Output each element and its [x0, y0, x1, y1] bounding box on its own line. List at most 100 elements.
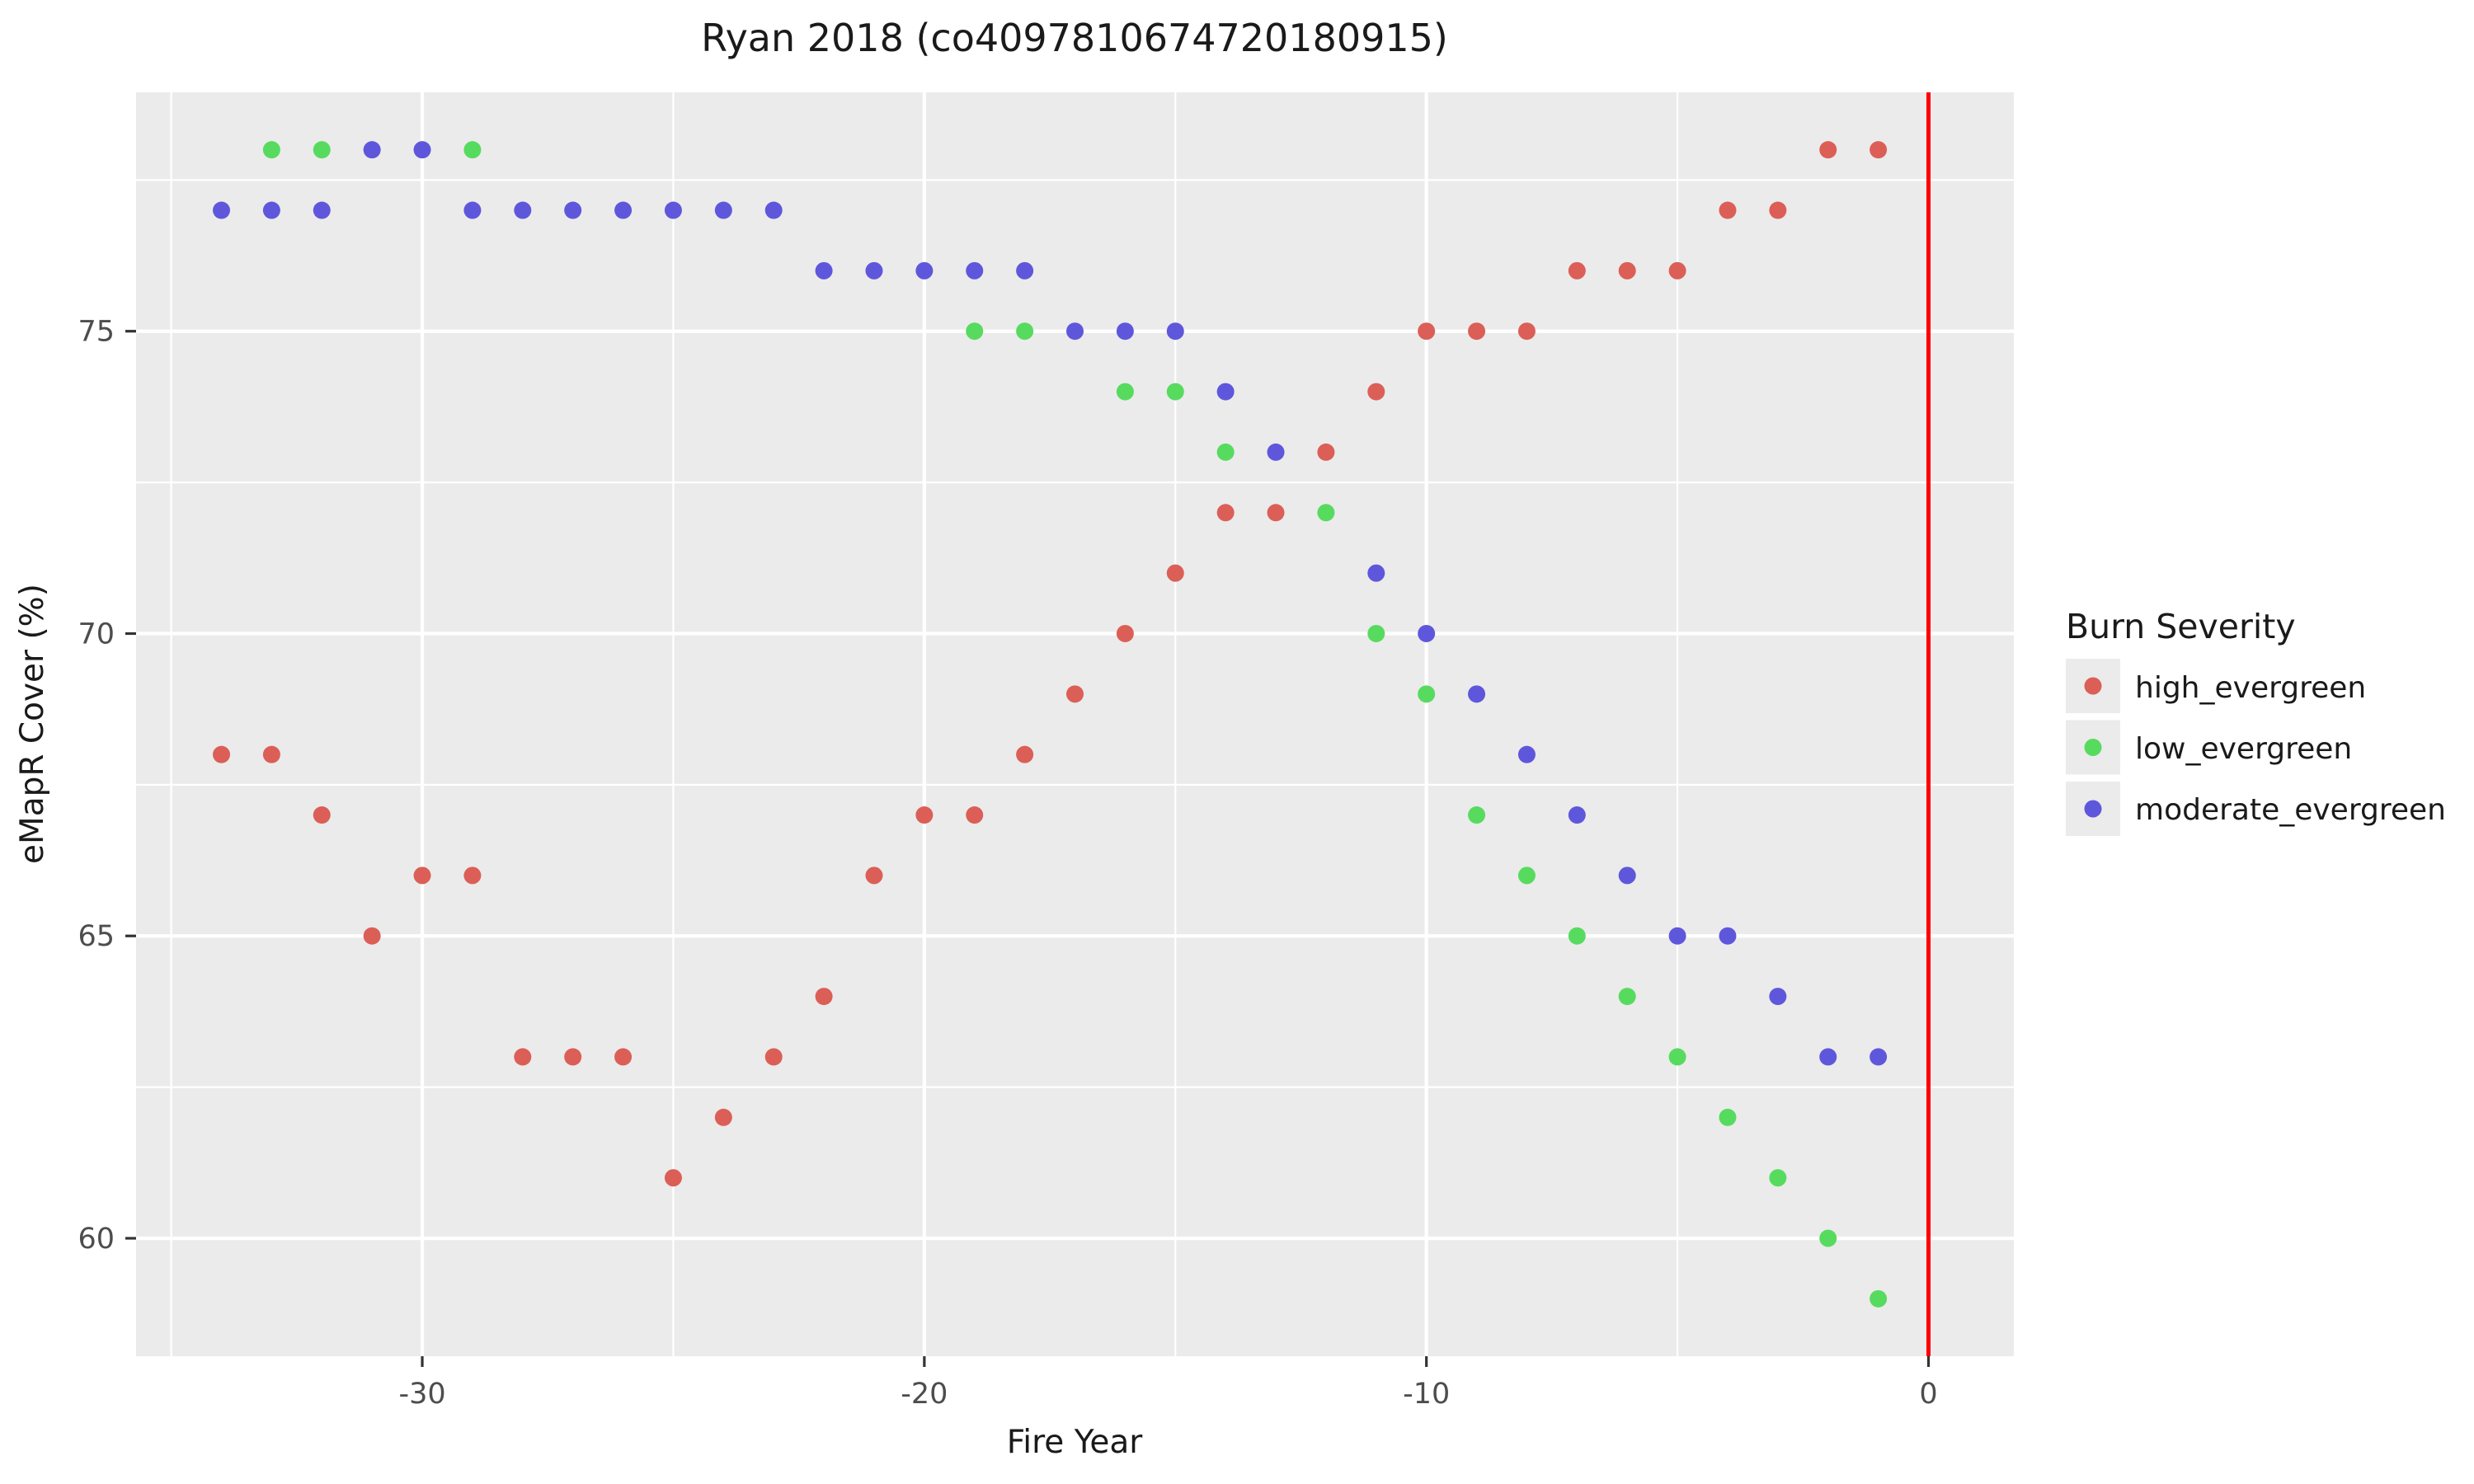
- data-point-moderate_evergreen: [714, 201, 732, 219]
- data-point-high_evergreen: [1517, 322, 1536, 340]
- data-point-high_evergreen: [664, 1169, 682, 1187]
- data-point-moderate_evergreen: [966, 261, 984, 279]
- data-point-moderate_evergreen: [1769, 988, 1787, 1006]
- data-point-high_evergreen: [714, 1108, 732, 1126]
- data-point-high_evergreen: [363, 927, 381, 945]
- data-point-moderate_evergreen: [463, 201, 482, 219]
- data-point-low_evergreen: [1719, 1108, 1737, 1126]
- data-point-high_evergreen: [1016, 745, 1034, 763]
- data-point-moderate_evergreen: [1468, 685, 1486, 703]
- data-point-high_evergreen: [1668, 261, 1686, 279]
- data-point-moderate_evergreen: [915, 261, 934, 279]
- plot-area: -30 -20 -10 0 60 65 70 75: [78, 92, 2120, 1411]
- data-point-high_evergreen: [564, 1048, 582, 1066]
- data-point-low_evergreen: [1517, 866, 1536, 885]
- legend-dot-moderate_evergreen: [2084, 800, 2102, 818]
- data-point-high_evergreen: [815, 988, 833, 1006]
- data-point-low_evergreen: [1668, 1048, 1686, 1066]
- data-point-moderate_evergreen: [1367, 564, 1385, 582]
- data-point-low_evergreen: [262, 141, 280, 159]
- data-point-moderate_evergreen: [815, 261, 833, 279]
- x-tick-label: -20: [901, 1378, 948, 1411]
- data-point-high_evergreen: [915, 806, 934, 824]
- data-point-low_evergreen: [1166, 383, 1184, 401]
- data-point-moderate_evergreen: [664, 201, 682, 219]
- data-point-high_evergreen: [764, 1048, 783, 1066]
- data-point-low_evergreen: [1418, 685, 1436, 703]
- y-tick-label: 75: [78, 316, 115, 349]
- data-point-high_evergreen: [1618, 261, 1636, 279]
- y-axis-title: eMapR Cover (%): [14, 584, 51, 864]
- data-point-low_evergreen: [1468, 806, 1486, 824]
- data-point-moderate_evergreen: [1066, 322, 1084, 340]
- data-point-low_evergreen: [966, 322, 984, 340]
- data-point-moderate_evergreen: [1267, 443, 1285, 461]
- x-tick-label: 0: [1919, 1378, 1937, 1411]
- data-point-moderate_evergreen: [1568, 806, 1586, 824]
- data-point-low_evergreen: [1769, 1169, 1787, 1187]
- data-point-high_evergreen: [213, 745, 230, 763]
- data-point-moderate_evergreen: [1116, 322, 1134, 340]
- data-point-high_evergreen: [413, 866, 431, 885]
- data-point-moderate_evergreen: [1668, 927, 1686, 945]
- x-tick-label: -10: [1403, 1378, 1450, 1411]
- data-point-high_evergreen: [614, 1048, 633, 1066]
- data-point-moderate_evergreen: [413, 141, 431, 159]
- x-tick-label: -30: [398, 1378, 445, 1411]
- data-point-low_evergreen: [463, 141, 482, 159]
- chart-title: Ryan 2018 (co4097810674720180915): [701, 16, 1448, 60]
- data-point-moderate_evergreen: [1016, 261, 1034, 279]
- data-point-low_evergreen: [1317, 504, 1335, 522]
- data-point-moderate_evergreen: [1870, 1048, 1888, 1066]
- data-point-high_evergreen: [1418, 322, 1436, 340]
- data-point-moderate_evergreen: [1719, 927, 1737, 945]
- data-point-moderate_evergreen: [1418, 624, 1436, 642]
- legend-title: Burn Severity: [2066, 607, 2296, 646]
- data-point-moderate_evergreen: [262, 201, 280, 219]
- data-point-high_evergreen: [262, 745, 280, 763]
- legend-dot-high_evergreen: [2084, 677, 2102, 695]
- x-axis-title: Fire Year: [1007, 1424, 1144, 1461]
- data-point-moderate_evergreen: [1166, 322, 1184, 340]
- data-point-moderate_evergreen: [1819, 1048, 1837, 1066]
- data-point-low_evergreen: [1870, 1289, 1888, 1308]
- data-point-low_evergreen: [1116, 383, 1134, 401]
- data-point-high_evergreen: [1870, 141, 1888, 159]
- data-point-high_evergreen: [313, 806, 331, 824]
- legend-label-low-evergreen: low_evergreen: [2135, 732, 2352, 766]
- data-point-high_evergreen: [514, 1048, 532, 1066]
- y-tick-label: 65: [78, 920, 115, 953]
- data-point-low_evergreen: [1216, 443, 1235, 461]
- legend-dot-low_evergreen: [2084, 739, 2102, 756]
- data-point-moderate_evergreen: [564, 201, 582, 219]
- data-point-low_evergreen: [1618, 988, 1636, 1006]
- data-point-high_evergreen: [1367, 383, 1385, 401]
- data-point-low_evergreen: [1568, 927, 1586, 945]
- y-tick-label: 70: [78, 618, 115, 650]
- data-point-high_evergreen: [1166, 564, 1184, 582]
- data-point-moderate_evergreen: [313, 201, 331, 219]
- data-point-moderate_evergreen: [865, 261, 883, 279]
- data-point-high_evergreen: [1468, 322, 1486, 340]
- data-point-moderate_evergreen: [514, 201, 532, 219]
- y-tick-label: 60: [78, 1223, 115, 1256]
- data-point-high_evergreen: [1568, 261, 1586, 279]
- data-point-high_evergreen: [1066, 685, 1084, 703]
- legend-label-high-evergreen: high_evergreen: [2135, 671, 2366, 705]
- data-point-moderate_evergreen: [1216, 383, 1235, 401]
- data-point-moderate_evergreen: [363, 141, 381, 159]
- data-point-moderate_evergreen: [1618, 866, 1636, 885]
- data-point-high_evergreen: [1267, 504, 1285, 522]
- data-point-high_evergreen: [966, 806, 984, 824]
- data-point-moderate_evergreen: [764, 201, 783, 219]
- data-point-low_evergreen: [1819, 1229, 1837, 1247]
- data-point-high_evergreen: [1769, 201, 1787, 219]
- legend-label-moderate-evergreen: moderate_evergreen: [2135, 793, 2446, 827]
- data-point-high_evergreen: [1317, 443, 1335, 461]
- data-point-high_evergreen: [463, 866, 482, 885]
- data-point-high_evergreen: [1719, 201, 1737, 219]
- data-point-high_evergreen: [1819, 141, 1837, 159]
- data-point-high_evergreen: [865, 866, 883, 885]
- data-point-low_evergreen: [1367, 624, 1385, 642]
